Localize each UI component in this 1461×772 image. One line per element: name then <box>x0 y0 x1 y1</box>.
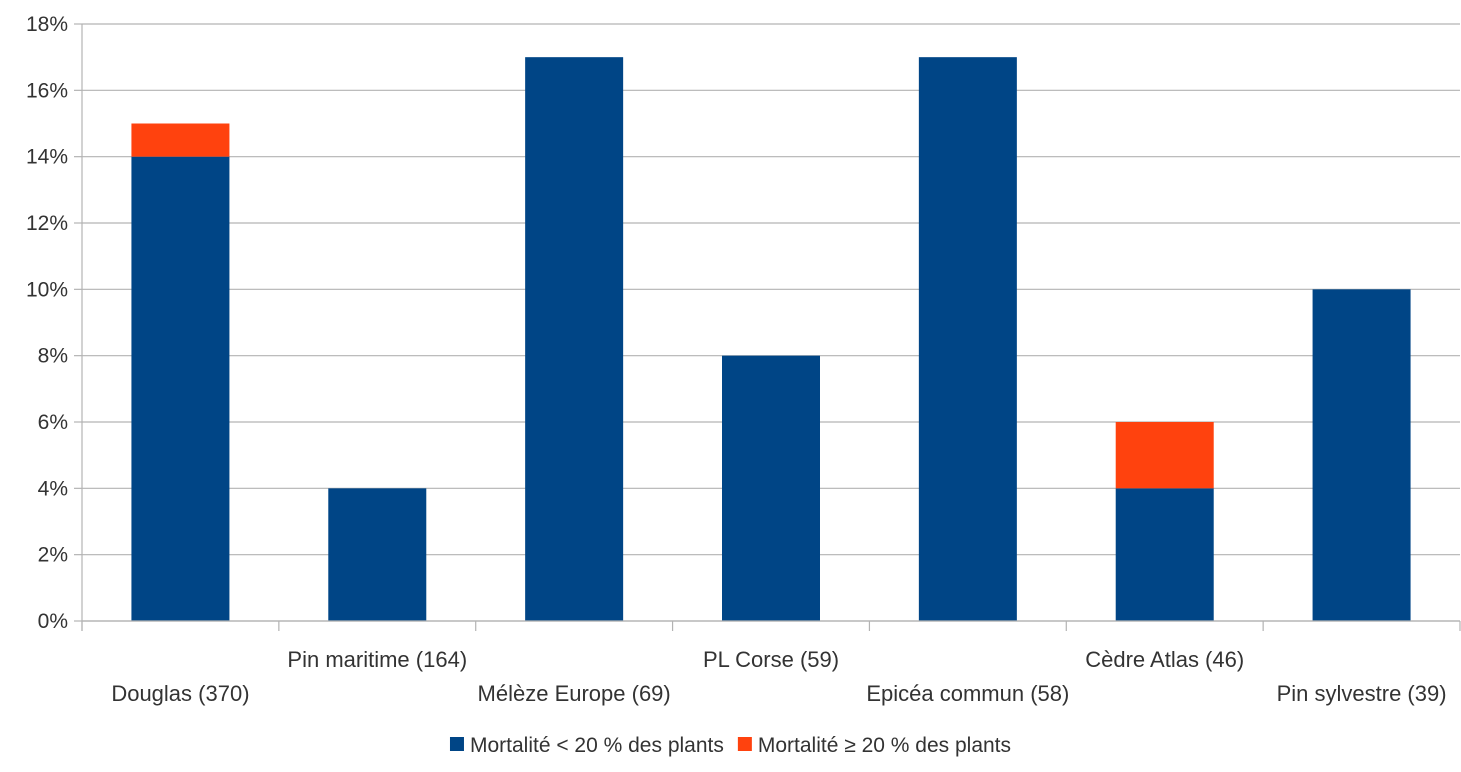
bar-segment-low-mortality <box>131 156 230 621</box>
x-category-label: Pin sylvestre (39) <box>1277 681 1447 706</box>
y-tick-label: 16% <box>26 79 68 102</box>
legend-label: Mortalité < 20 % des plants <box>470 734 724 757</box>
bar-segment-low-mortality <box>1312 289 1411 621</box>
legend: Mortalité < 20 % des plants Mortalité ≥ 2… <box>449 734 1011 757</box>
y-tick-label: 14% <box>26 146 68 169</box>
bar-segment-low-mortality <box>1115 488 1214 621</box>
y-axis-tick-labels: 0% 2% 4% 6% 8% 10% 12% 14% 16% 18% <box>26 13 68 633</box>
legend-swatch <box>737 737 752 751</box>
y-tick-label: 2% <box>38 544 68 567</box>
x-category-label: Mélèze Europe (69) <box>478 681 671 706</box>
axes <box>74 23 1461 631</box>
bars <box>131 57 1411 621</box>
legend-label: Mortalité ≥ 20 % des plants <box>758 734 1011 757</box>
x-category-label: PL Corse (59) <box>703 647 839 672</box>
bar-segment-low-mortality <box>328 488 427 621</box>
y-tick-label: 8% <box>38 345 68 368</box>
x-category-label: Epicéa commun (58) <box>866 681 1069 706</box>
x-category-label: Pin maritime (164) <box>287 647 467 672</box>
x-category-label: Cèdre Atlas (46) <box>1085 647 1244 672</box>
x-category-label: Douglas (370) <box>111 681 249 706</box>
y-tick-label: 0% <box>38 610 68 633</box>
legend-swatch <box>449 737 464 751</box>
bar-segment-high-mortality <box>131 123 230 157</box>
y-tick-label: 18% <box>26 13 68 36</box>
bar-segment-low-mortality <box>525 57 624 621</box>
bar-segment-high-mortality <box>1115 422 1214 489</box>
y-tick-label: 12% <box>26 212 68 235</box>
bar-segment-low-mortality <box>918 57 1017 621</box>
x-axis-category-labels: Douglas (370) Pin maritime (164) Mélèze Eu… <box>111 647 1446 706</box>
bar-segment-low-mortality <box>722 355 820 621</box>
y-tick-label: 10% <box>26 278 68 301</box>
y-tick-label: 6% <box>38 411 68 434</box>
y-tick-label: 4% <box>38 477 68 500</box>
